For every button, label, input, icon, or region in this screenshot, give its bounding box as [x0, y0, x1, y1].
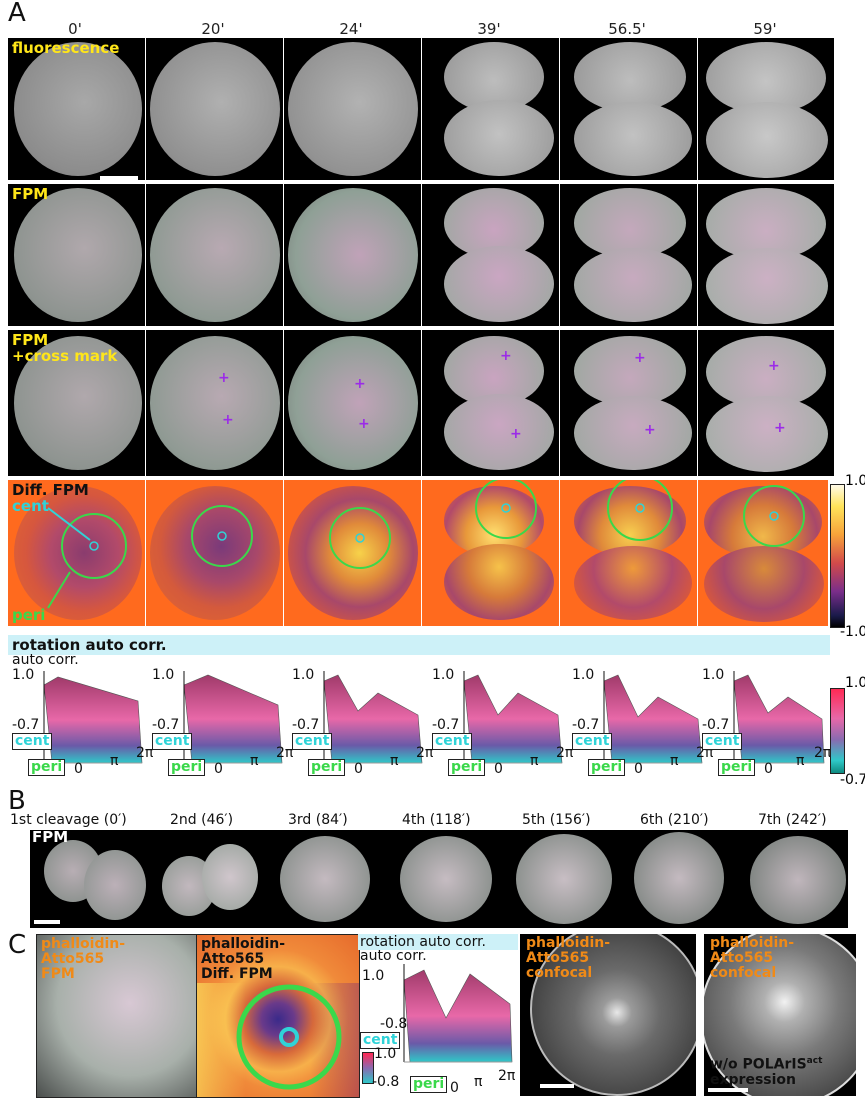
timepoint-label: 56.5': [608, 20, 646, 38]
image-tile: [8, 330, 145, 476]
panel-c-autocorr: rotation auto corr. auto corr. 1.0 -0.8 …: [358, 934, 518, 1098]
panel-letter-c: C: [8, 930, 27, 960]
colorbar-min-label: -1.0: [840, 624, 865, 640]
image-tile: + +: [560, 330, 697, 476]
rotation-axis-label: auto corr.: [12, 652, 79, 668]
autocorr-plot: 1.0 -0.7 cent peri 0 π 2π: [702, 667, 832, 777]
panel-d-confocal: phalloidin- Atto565 confocal w/o POLArISac…: [704, 934, 856, 1096]
heatmap-tile: [560, 480, 697, 626]
image-tile: [284, 38, 421, 180]
cross-mark-icon: +: [768, 358, 780, 374]
colorbar-max-label: 1.0: [845, 675, 865, 691]
heatmap-tile: [422, 480, 559, 626]
image-tile: [698, 38, 834, 180]
rotation-banner: [8, 635, 830, 655]
panel-d-label: phalloidin- Atto565 confocal: [710, 935, 795, 981]
heatmap-tile: [698, 480, 828, 626]
image-tile: [146, 38, 283, 180]
row-label-fpm: FPM: [12, 185, 49, 203]
scale-bar: [540, 1084, 574, 1088]
cross-mark-icon: +: [222, 412, 234, 428]
cross-mark-icon: +: [634, 350, 646, 366]
image-tile: [560, 184, 697, 326]
rotation-title: rotation auto corr.: [12, 636, 167, 654]
row-label-fpm-cross: FPM +cross mark: [12, 331, 118, 365]
image-tile: [560, 38, 697, 180]
image-tile: [146, 184, 283, 326]
panel-c-fpm: phalloidin- Atto565 FPM: [36, 934, 198, 1098]
image-tile: + +: [146, 330, 283, 476]
timepoint-label: 39': [477, 20, 501, 38]
autocorr-plot: 1.0 -0.7 cent peri 0 π 2π: [292, 667, 434, 777]
cross-mark-icon: +: [510, 426, 522, 442]
colorbar-max-label: 1.0: [845, 473, 865, 489]
autocorr-plot: 1.0 -0.7 cent peri 0 π 2π: [12, 667, 154, 777]
colorbar: [830, 484, 845, 628]
panel-b-label: FPM: [32, 830, 69, 846]
panel-c-diff-fpm: phalloidin- Atto565 Diff. FPM: [196, 934, 360, 1098]
panel-c-confocal: phalloidin- Atto565 confocal: [520, 934, 696, 1096]
cross-mark-icon: +: [774, 420, 786, 436]
label-cent: cent: [12, 497, 49, 515]
colorbar: [830, 688, 845, 774]
cross-mark-icon: +: [358, 416, 370, 432]
cleavage-label: 5th (156′): [522, 812, 591, 828]
panel-d-note: w/o POLArISact expression: [710, 1056, 823, 1088]
panel-letter-b: B: [8, 786, 26, 816]
panel-c3-colorbar: [362, 1052, 374, 1084]
cleavage-label: 2nd (46′): [170, 812, 234, 828]
panel-letter-a: A: [8, 0, 26, 28]
panel-c3-axis: auto corr.: [360, 948, 427, 964]
cleavage-label: 6th (210′): [640, 812, 709, 828]
panel-c3-cent: cent: [360, 1032, 401, 1049]
image-tile: [284, 184, 421, 326]
label-peri: peri: [12, 606, 46, 624]
panel-c2-label: phalloidin- Atto565 Diff. FPM: [201, 936, 286, 982]
timepoint-label: 0': [68, 20, 82, 38]
scale-bar: [100, 176, 138, 180]
panel-c1-label: phalloidin- Atto565 FPM: [41, 936, 126, 982]
cleavage-label: 1st cleavage (0′): [10, 812, 127, 828]
cross-mark-icon: +: [500, 348, 512, 364]
image-tile: [422, 38, 559, 180]
image-tile: + +: [698, 330, 834, 476]
timepoint-label: 20': [201, 20, 225, 38]
timepoint-label: 59': [753, 20, 777, 38]
row-label-diff-fpm: Diff. FPM: [12, 481, 89, 499]
heatmap-tile: [8, 480, 145, 626]
cross-mark-icon: +: [218, 370, 230, 386]
image-tile: [8, 38, 145, 180]
cleavage-label: 7th (242′): [758, 812, 827, 828]
heatmap-tile: [146, 480, 283, 626]
scale-bar: [34, 920, 60, 924]
row-label-fluorescence: fluorescence: [12, 39, 120, 57]
scale-bar: [708, 1088, 748, 1092]
autocorr-plot: 1.0 -0.7 cent peri 0 π 2π: [152, 667, 294, 777]
heatmap-tile: [284, 480, 421, 626]
cross-mark-icon: +: [354, 376, 366, 392]
autocorr-plot: 1.0 -0.7 cent peri 0 π 2π: [572, 667, 714, 777]
panel-b-strip: FPM: [30, 830, 848, 928]
colorbar-min-label: -0.7: [840, 772, 865, 788]
image-tile: [422, 184, 559, 326]
timepoint-label: 24': [339, 20, 363, 38]
image-tile: + +: [284, 330, 421, 476]
cross-mark-icon: +: [644, 422, 656, 438]
image-tile: [8, 184, 145, 326]
image-tile: [698, 184, 834, 326]
autocorr-plot: 1.0 -0.7 cent peri 0 π 2π: [432, 667, 574, 777]
cleavage-label: 3rd (84′): [288, 812, 348, 828]
panel-c3-peri: peri: [410, 1076, 448, 1093]
panel-c4-label: phalloidin- Atto565 confocal: [526, 935, 611, 981]
panel-c3-title: rotation auto corr.: [360, 934, 486, 950]
cleavage-label: 4th (118′): [402, 812, 471, 828]
image-tile: + +: [422, 330, 559, 476]
